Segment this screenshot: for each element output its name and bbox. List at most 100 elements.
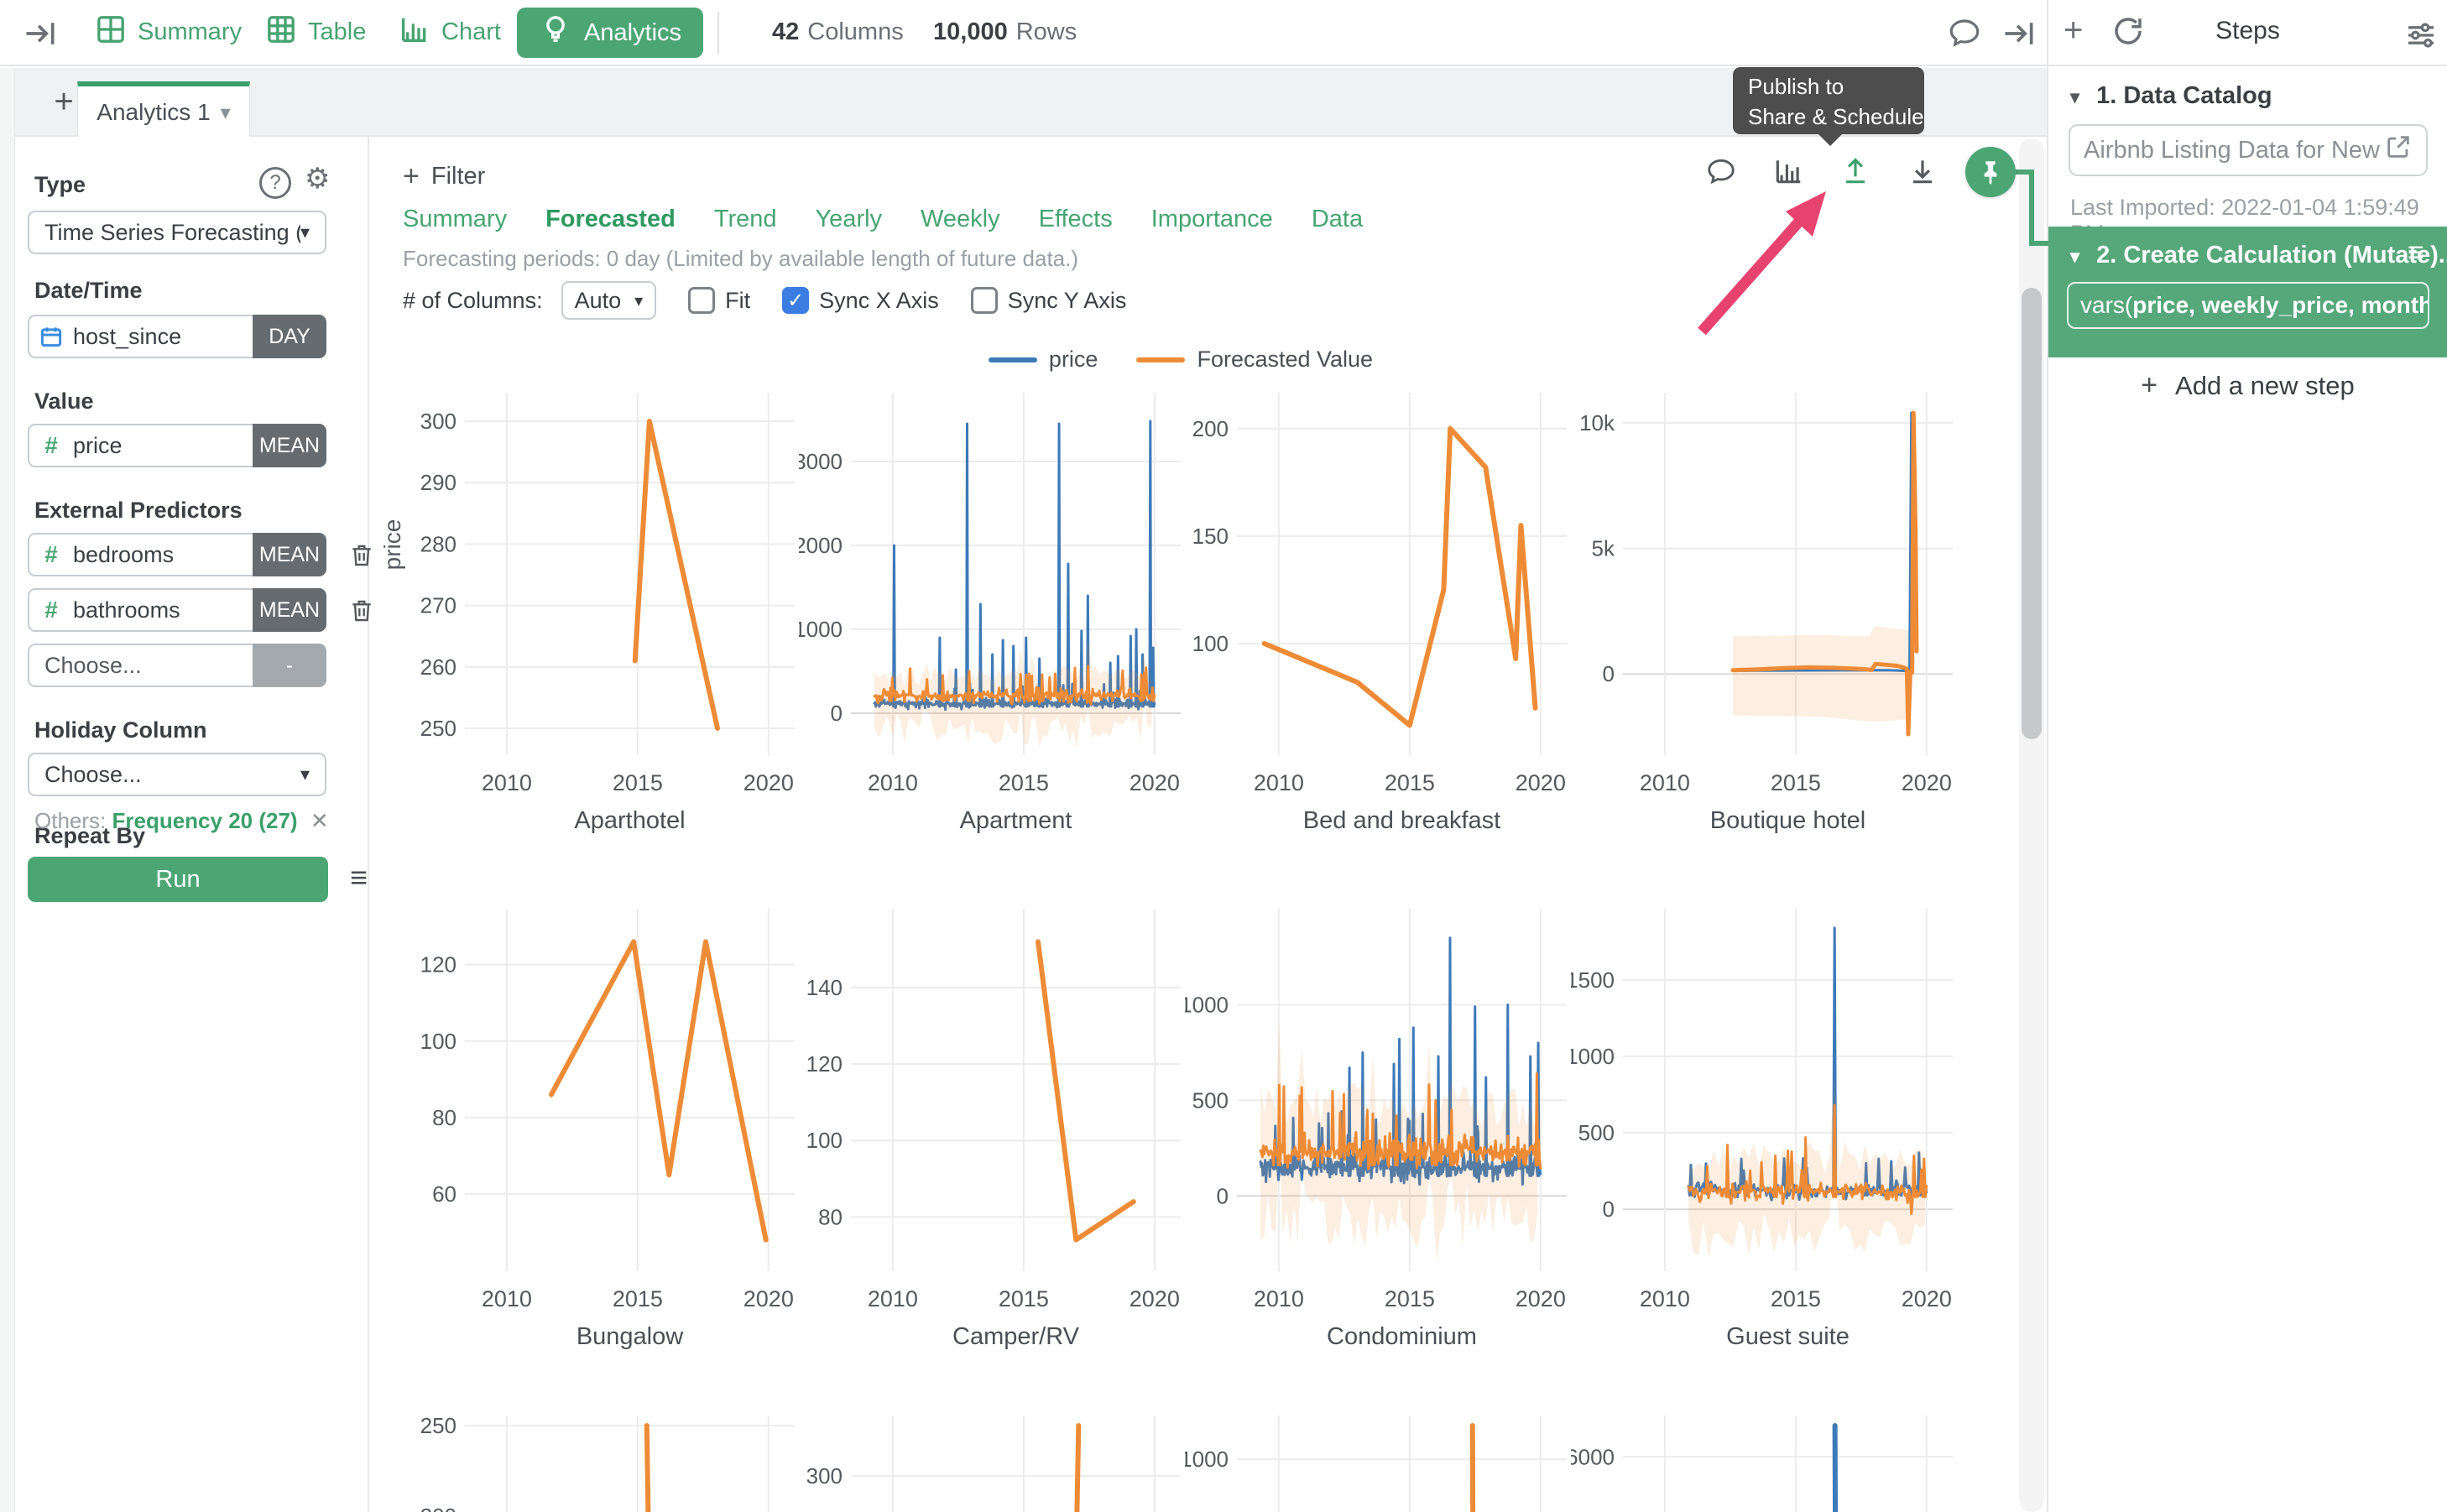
chart-layout-controls: # of Columns: Auto ▾ Fit ✓ Sync X Axis S… bbox=[403, 281, 1126, 320]
view-tab-summary[interactable]: Summary bbox=[94, 0, 242, 65]
chart-cell-row3-col3[interactable]: 8001000201020152020 bbox=[1185, 1405, 1571, 1512]
add-filter-button[interactable]: + Filter bbox=[403, 160, 485, 193]
value-field[interactable]: # price MEAN bbox=[28, 424, 326, 467]
chart-title: Apartment bbox=[960, 807, 1072, 834]
comment-icon[interactable] bbox=[1705, 155, 1737, 187]
tab-weekly[interactable]: Weekly bbox=[921, 206, 1000, 233]
holiday-column-select[interactable]: Choose... ▾ bbox=[28, 753, 326, 796]
tab-importance[interactable]: Importance bbox=[1151, 206, 1273, 233]
tab-analytics-1[interactable]: Analytics 1 ▾ bbox=[77, 81, 250, 138]
forecast-chart[interactable]: 80100120140201020152020Camper/RV bbox=[799, 898, 1185, 1358]
others-frequency-link[interactable]: Frequency 20 (27) bbox=[112, 808, 297, 833]
chart-cell-boutique-hotel[interactable]: 05k10k201020152020Boutique hotel bbox=[1571, 382, 1957, 842]
chart-legend: price Forecasted Value bbox=[371, 347, 1990, 373]
chart-cell-guest-suite[interactable]: 050010001500201020152020Guest suite bbox=[1571, 898, 1957, 1358]
columns-count-select[interactable]: Auto ▾ bbox=[561, 281, 657, 320]
others-row: Others: Frequency 20 (27) ✕ bbox=[34, 808, 329, 834]
tab-trend[interactable]: Trend bbox=[714, 206, 777, 233]
forecast-chart[interactable]: 6000201020152020 bbox=[1571, 1405, 1957, 1512]
predictor-field-bathrooms[interactable]: # bathrooms MEAN bbox=[28, 588, 326, 632]
value-aggregation-badge[interactable]: MEAN bbox=[253, 424, 326, 467]
download-icon[interactable] bbox=[1907, 155, 1938, 187]
main-scrollbar-track[interactable] bbox=[2019, 138, 2044, 1512]
chart-cell-row3-col4[interactable]: 6000201020152020 bbox=[1571, 1405, 1957, 1512]
main-scrollbar-thumb[interactable] bbox=[2022, 288, 2042, 739]
y-tick-label: 500 bbox=[1192, 1087, 1229, 1113]
forecast-chart[interactable]: 200250201020152020 bbox=[413, 1405, 799, 1512]
left-rail bbox=[0, 68, 15, 1512]
datetime-column-name: host_since bbox=[73, 324, 253, 350]
y-tick-label: 100 bbox=[806, 1128, 843, 1153]
predictor-aggregation-badge[interactable]: MEAN bbox=[253, 533, 326, 576]
datetime-aggregation-badge[interactable]: DAY bbox=[253, 315, 326, 358]
forecast-chart[interactable]: 0100020003000201020152020Apartment bbox=[799, 382, 1185, 842]
chart-cell-row3-col2[interactable]: 300201020152020 bbox=[799, 1405, 1185, 1512]
help-icon[interactable]: ? bbox=[259, 167, 291, 199]
chart-cell-bed-and-breakfast[interactable]: 100150200201020152020Bed and breakfast bbox=[1185, 382, 1571, 842]
forecast-chart[interactable]: 8001000201020152020 bbox=[1185, 1405, 1571, 1512]
tab-yearly[interactable]: Yearly bbox=[816, 206, 883, 233]
run-button[interactable]: Run bbox=[28, 857, 328, 902]
chart-cell-camper-rv[interactable]: 80100120140201020152020Camper/RV bbox=[799, 898, 1185, 1358]
sync-x-checkbox[interactable]: ✓ bbox=[782, 287, 809, 314]
chart-cell-bungalow[interactable]: 6080100120201020152020Bungalow bbox=[413, 898, 799, 1358]
step-2-block[interactable]: ▾ 2. Create Calculation (Mutate)... ≡ va… bbox=[2048, 227, 2447, 357]
comment-icon[interactable] bbox=[1947, 15, 1982, 50]
view-tab-analytics-active[interactable]: Analytics bbox=[517, 8, 703, 58]
publish-upload-icon[interactable] bbox=[1839, 155, 1871, 187]
mutate-expression-pill[interactable]: vars(price, weekly_price, monthly... bbox=[2067, 282, 2429, 329]
series-price bbox=[874, 421, 1155, 710]
collapse-right-panel-icon[interactable] bbox=[2001, 15, 2037, 52]
repeat-options-menu-icon[interactable]: ≡ bbox=[350, 860, 368, 895]
tab-data[interactable]: Data bbox=[1312, 206, 1363, 233]
settings-sliders-icon[interactable] bbox=[2404, 18, 2438, 56]
summary-grid-icon bbox=[94, 13, 128, 53]
legend-swatch bbox=[1136, 357, 1185, 362]
external-link-icon[interactable] bbox=[2384, 133, 2413, 168]
legend-item-forecasted[interactable]: Forecasted Value bbox=[1136, 347, 1373, 373]
collapse-left-panel-icon[interactable] bbox=[22, 15, 59, 52]
forecast-chart[interactable]: 050010001500201020152020Guest suite bbox=[1571, 898, 1957, 1358]
sync-y-checkbox[interactable] bbox=[971, 287, 998, 314]
forecast-chart[interactable]: 05k10k201020152020Boutique hotel bbox=[1571, 382, 1957, 842]
datetime-field[interactable]: host_since DAY bbox=[28, 315, 326, 358]
legend-item-price[interactable]: price bbox=[989, 347, 1098, 373]
y-tick-label: 60 bbox=[432, 1181, 457, 1207]
step-1-header[interactable]: ▾ 1. Data Catalog bbox=[2070, 82, 2272, 110]
data-source-card[interactable]: Airbnb Listing Data for New Yor... bbox=[2069, 124, 2428, 176]
x-tick-label: 2010 bbox=[1640, 1286, 1690, 1311]
view-tab-table[interactable]: Table bbox=[264, 0, 366, 65]
view-tab-chart[interactable]: Chart bbox=[398, 0, 501, 65]
gear-icon[interactable]: ⚙ bbox=[305, 162, 330, 196]
add-new-step-button[interactable]: + Add a new step bbox=[2048, 369, 2447, 402]
forecast-chart[interactable]: 6080100120201020152020Bungalow bbox=[413, 898, 799, 1358]
caret-down-icon: ▾ bbox=[300, 764, 310, 785]
x-tick-label: 2020 bbox=[743, 770, 794, 795]
forecast-chart[interactable]: 250260270280290300201020152020Aparthotel bbox=[413, 382, 799, 842]
pin-button[interactable] bbox=[1965, 147, 2016, 197]
sync-x-label: Sync X Axis bbox=[819, 288, 939, 314]
forecast-chart[interactable]: 300201020152020 bbox=[799, 1405, 1185, 1512]
y-tick-label: 0 bbox=[831, 701, 843, 726]
chart-cell-apartment[interactable]: 0100020003000201020152020Apartment bbox=[799, 382, 1185, 842]
analytics-type-select[interactable]: Time Series Forecasting (P... ▾ bbox=[28, 211, 326, 254]
remove-others-icon[interactable]: ✕ bbox=[310, 808, 329, 833]
tab-forecasted[interactable]: Forecasted bbox=[545, 206, 676, 233]
y-tick-label: 1000 bbox=[1185, 993, 1229, 1018]
predictor-choose-field[interactable]: Choose... - bbox=[28, 644, 326, 687]
forecast-chart[interactable]: 100150200201020152020Bed and breakfast bbox=[1185, 382, 1571, 842]
chart-action-icons bbox=[1705, 155, 2006, 187]
x-tick-label: 2020 bbox=[1902, 1286, 1952, 1311]
fit-checkbox[interactable] bbox=[688, 287, 715, 314]
step-2-header[interactable]: ▾ 2. Create Calculation (Mutate)... bbox=[2070, 242, 2447, 269]
chart-type-icon[interactable] bbox=[1772, 155, 1804, 187]
chart-cell-row3-col1[interactable]: 200250201020152020 bbox=[413, 1405, 799, 1512]
tab-summary[interactable]: Summary bbox=[403, 206, 507, 233]
chart-cell-aparthotel[interactable]: 250260270280290300201020152020Aparthotel bbox=[413, 382, 799, 842]
step-2-menu-icon[interactable]: ≡ bbox=[2408, 237, 2424, 269]
chart-cell-condominium[interactable]: 05001000201020152020Condominium bbox=[1185, 898, 1571, 1358]
predictor-aggregation-badge[interactable]: MEAN bbox=[253, 588, 326, 632]
predictor-field-bedrooms[interactable]: # bedrooms MEAN bbox=[28, 533, 326, 576]
forecast-chart[interactable]: 05001000201020152020Condominium bbox=[1185, 898, 1571, 1358]
tab-effects[interactable]: Effects bbox=[1039, 206, 1113, 233]
